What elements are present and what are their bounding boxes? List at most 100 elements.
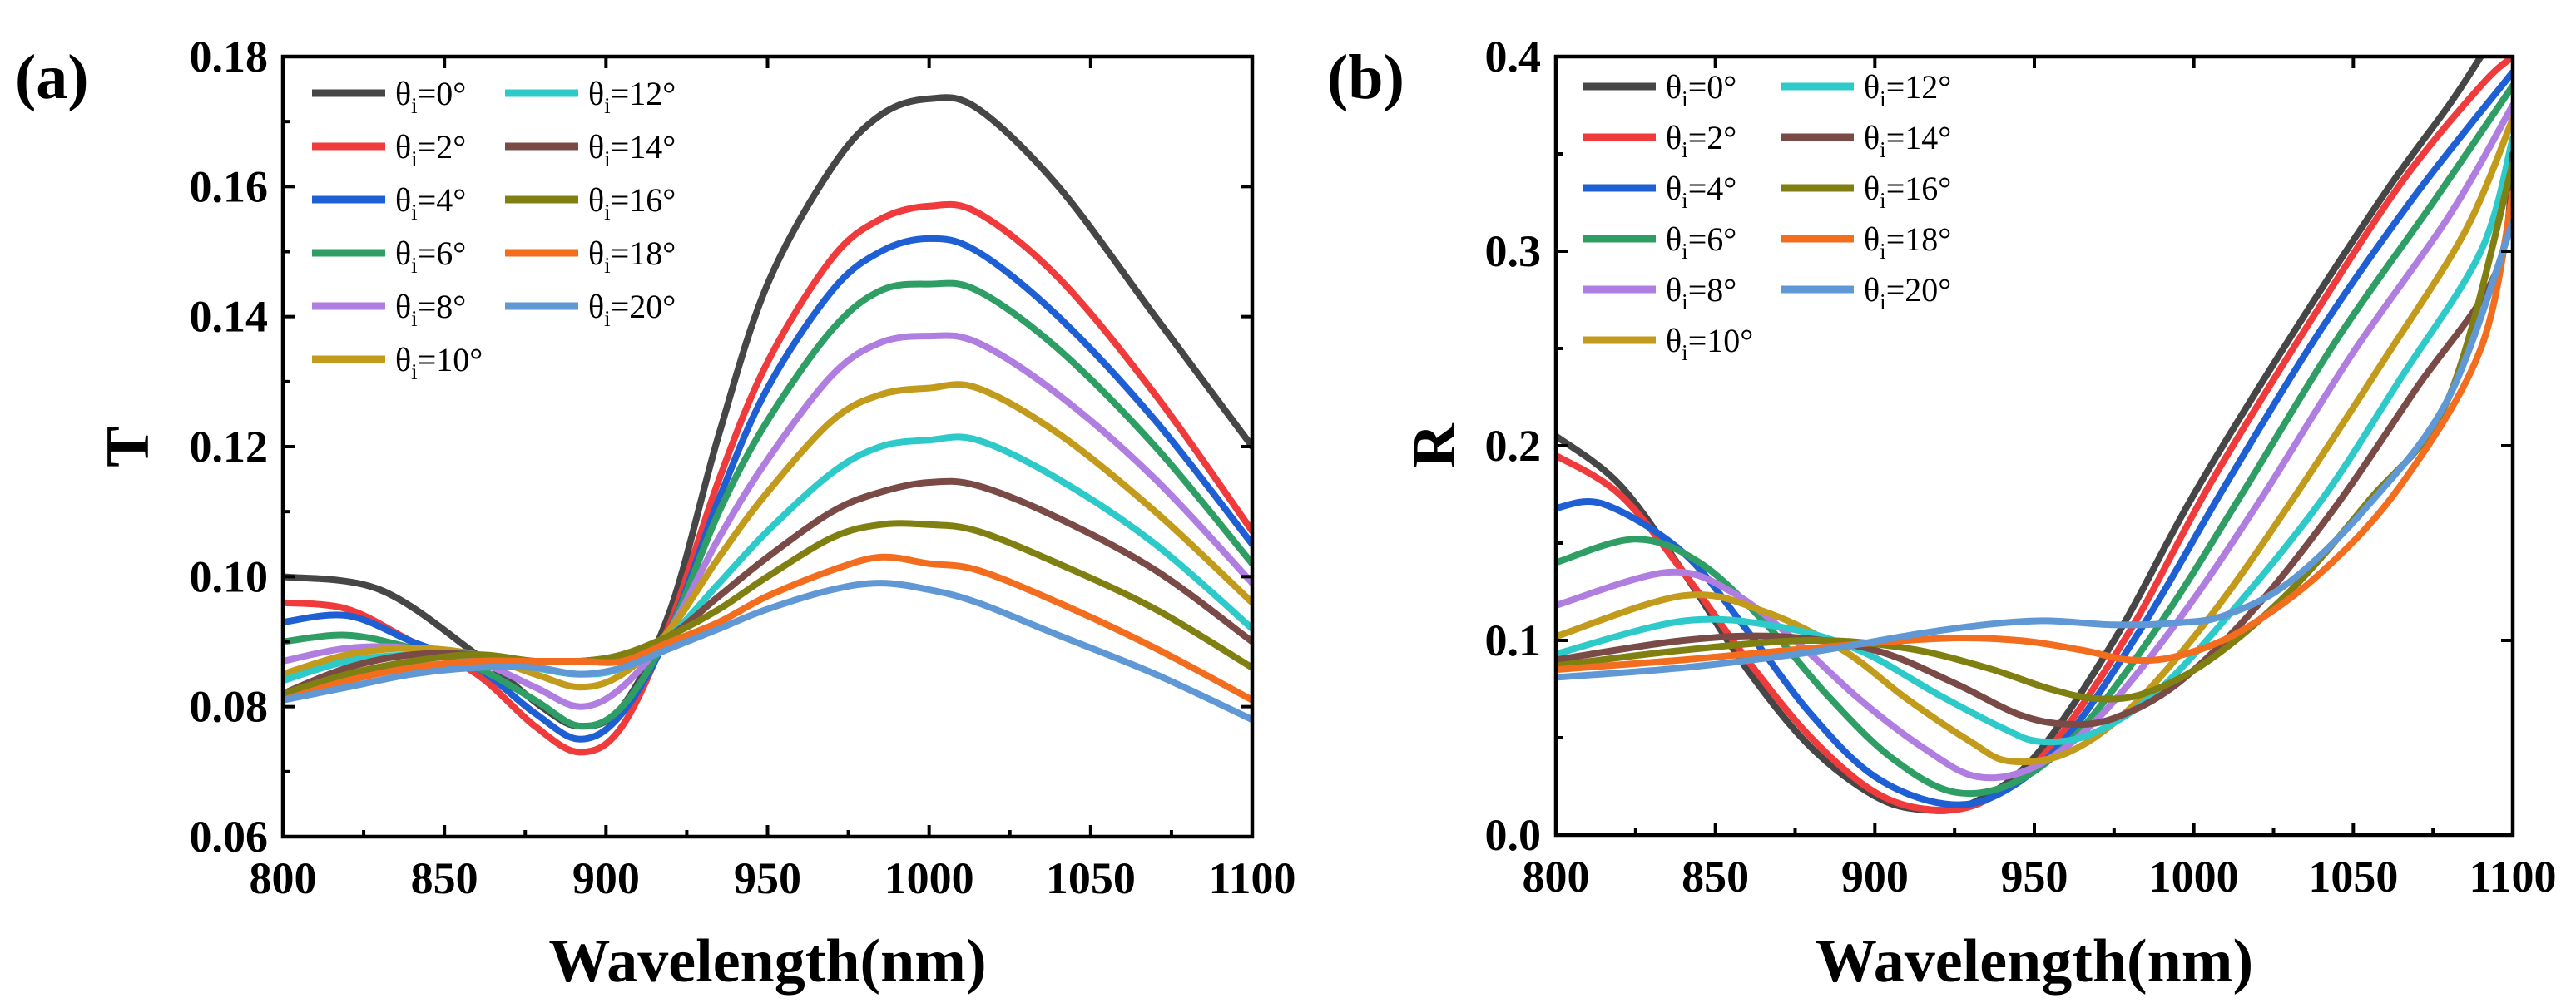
legend-theta-symbol: θ — [395, 128, 411, 166]
legend-label: θi=18° — [588, 235, 676, 278]
legend-label: θi=20° — [588, 288, 676, 331]
plot-frame — [280, 54, 1255, 839]
legend: θi=0°θi=2°θi=4°θi=6°θi=8°θi=10°θi=12°θi=… — [1583, 68, 1951, 365]
legend-subscript: i — [1682, 137, 1688, 162]
x-axis-title: Wavelength(nm) — [548, 927, 986, 996]
legend-angle-value: =6° — [418, 235, 467, 272]
series-line-20deg — [283, 580, 1252, 724]
legend-angle-value: =14° — [1886, 119, 1952, 156]
legend-angle-value: =4° — [418, 181, 467, 219]
legend-angle-value: =2° — [418, 128, 467, 166]
series-line-10deg — [1556, 115, 2513, 766]
legend-subscript: i — [1682, 86, 1688, 111]
legend-label: θi=10° — [395, 341, 483, 384]
x-tick-label: 900 — [572, 853, 640, 903]
legend-angle-value: =14° — [611, 128, 676, 166]
legend-angle-value: =0° — [418, 75, 467, 112]
legend-theta-symbol: θ — [395, 181, 411, 219]
legend-subscript: i — [1880, 188, 1886, 213]
legend-theta-symbol: θ — [1864, 119, 1880, 156]
legend-theta-symbol: θ — [1864, 68, 1880, 106]
legend-angle-value: =0° — [1688, 68, 1737, 106]
legend-theta-symbol: θ — [1666, 220, 1682, 258]
y-tick-label: 0.4 — [1485, 32, 1542, 82]
legend-angle-value: =20° — [611, 288, 676, 325]
legend-label: θi=20° — [1864, 271, 1951, 314]
legend-theta-symbol: θ — [588, 128, 604, 166]
legend-theta-symbol: θ — [395, 288, 411, 325]
legend-label: θi=0° — [1666, 68, 1736, 111]
series-line-14deg — [1556, 151, 2513, 728]
legend-theta-symbol: θ — [1666, 119, 1682, 156]
legend-angle-value: =6° — [1688, 220, 1737, 258]
x-tick-label: 800 — [1523, 852, 1590, 902]
legend-subscript: i — [604, 93, 611, 118]
legend-theta-symbol: θ — [395, 235, 411, 272]
x-tick-label: 1050 — [2308, 852, 2398, 902]
legend: θi=0°θi=2°θi=4°θi=6°θi=8°θi=10°θi=12°θi=… — [312, 75, 676, 384]
legend-theta-symbol: θ — [395, 75, 411, 112]
y-tick-label: 0.08 — [190, 682, 269, 732]
legend-theta-symbol: θ — [1864, 170, 1880, 207]
y-tick-label: 0.10 — [190, 551, 269, 601]
legend-theta-symbol: θ — [1864, 271, 1880, 309]
legend-subscript: i — [1682, 289, 1688, 314]
x-tick-label: 950 — [734, 853, 801, 903]
legend-label: θi=14° — [588, 128, 676, 171]
chart-panel-b: 800 850 900 950 1000 1050 1100 0.0 0.1 0.2 0.3 0.4 W… — [1327, 32, 2557, 996]
legend-subscript: i — [1880, 137, 1886, 162]
series-line-18deg — [283, 553, 1252, 704]
y-axis-title: R — [1400, 422, 1469, 468]
legend-label: θi=12° — [588, 75, 676, 118]
legend-theta-symbol: θ — [588, 235, 604, 272]
series-group — [283, 94, 1252, 756]
y-tick-label: 0.18 — [190, 32, 269, 82]
legend-angle-value: =20° — [1886, 271, 1952, 309]
legend-theta-symbol: θ — [588, 288, 604, 325]
legend-label: θi=12° — [1864, 68, 1951, 111]
legend-theta-symbol: θ — [395, 341, 411, 378]
series-line-6deg — [1556, 82, 2513, 798]
legend-angle-value: =10° — [418, 341, 483, 378]
legend-angle-value: =8° — [1688, 271, 1737, 309]
panel-label: (b) — [1327, 42, 1404, 112]
y-tick-label: 0.1 — [1485, 615, 1542, 665]
legend-angle-value: =10° — [1688, 322, 1754, 359]
legend-subscript: i — [1682, 188, 1688, 213]
series-line-20deg — [1556, 218, 2513, 681]
x-tick-label: 800 — [250, 853, 317, 903]
legend-subscript: i — [604, 253, 611, 278]
legend-subscript: i — [411, 146, 418, 171]
legend-subscript: i — [411, 359, 418, 384]
x-tick-label: 900 — [1841, 852, 1909, 902]
legend-subscript: i — [411, 200, 418, 225]
chart-panel-a: 800 850 900 950 1000 1050 1100 0.06 0.08 0.10 0.12… — [15, 32, 1296, 996]
legend-label: θi=16° — [588, 181, 676, 225]
series-line-2deg — [283, 200, 1252, 756]
legend-subscript: i — [1682, 340, 1688, 365]
legend-theta-symbol: θ — [588, 75, 604, 112]
legend-angle-value: =8° — [418, 288, 467, 325]
x-tick-label: 850 — [411, 853, 478, 903]
legend-label: θi=6° — [395, 235, 466, 278]
legend-theta-symbol: θ — [1666, 322, 1682, 359]
legend-subscript: i — [604, 146, 611, 171]
legend-angle-value: =4° — [1688, 170, 1737, 207]
y-tick-label: 0.12 — [190, 422, 269, 472]
y-axis-title: T — [94, 426, 162, 467]
legend-theta-symbol: θ — [588, 181, 604, 219]
legend-subscript: i — [411, 93, 418, 118]
legend-angle-value: =18° — [611, 235, 676, 272]
legend-label: θi=8° — [395, 288, 466, 331]
y-tick-label: 0.14 — [190, 292, 269, 342]
series-line-12deg — [1556, 135, 2513, 746]
legend-subscript: i — [604, 306, 611, 331]
legend-label: θi=6° — [1666, 220, 1736, 264]
legend-theta-symbol: θ — [1666, 68, 1682, 106]
x-tick-label: 1100 — [2469, 852, 2556, 902]
legend-subscript: i — [411, 253, 418, 278]
x-axis-title: Wavelength(nm) — [1816, 927, 2253, 996]
y-tick-label: 0.16 — [190, 161, 269, 211]
legend-subscript: i — [411, 306, 418, 331]
